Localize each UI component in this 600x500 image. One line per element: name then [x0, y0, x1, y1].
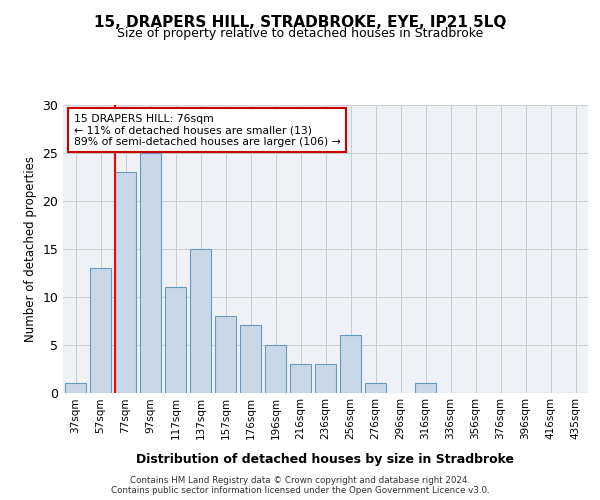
Bar [415, 383, 436, 392]
Bar [190, 249, 211, 392]
Bar [90, 268, 111, 392]
Bar [290, 364, 311, 392]
Bar [140, 153, 161, 392]
Bar [365, 383, 386, 392]
X-axis label: Distribution of detached houses by size in Stradbroke: Distribution of detached houses by size … [137, 454, 515, 466]
Bar [240, 326, 261, 392]
Bar [315, 364, 336, 392]
Y-axis label: Number of detached properties: Number of detached properties [24, 156, 37, 342]
Bar [215, 316, 236, 392]
Text: Size of property relative to detached houses in Stradbroke: Size of property relative to detached ho… [117, 28, 483, 40]
Text: Contains HM Land Registry data © Crown copyright and database right 2024.
Contai: Contains HM Land Registry data © Crown c… [110, 476, 490, 495]
Bar [115, 172, 136, 392]
Bar [165, 287, 186, 393]
Bar [65, 383, 86, 392]
Text: 15, DRAPERS HILL, STRADBROKE, EYE, IP21 5LQ: 15, DRAPERS HILL, STRADBROKE, EYE, IP21 … [94, 15, 506, 30]
Bar [265, 344, 286, 393]
Text: 15 DRAPERS HILL: 76sqm
← 11% of detached houses are smaller (13)
89% of semi-det: 15 DRAPERS HILL: 76sqm ← 11% of detached… [74, 114, 340, 147]
Bar [340, 335, 361, 392]
